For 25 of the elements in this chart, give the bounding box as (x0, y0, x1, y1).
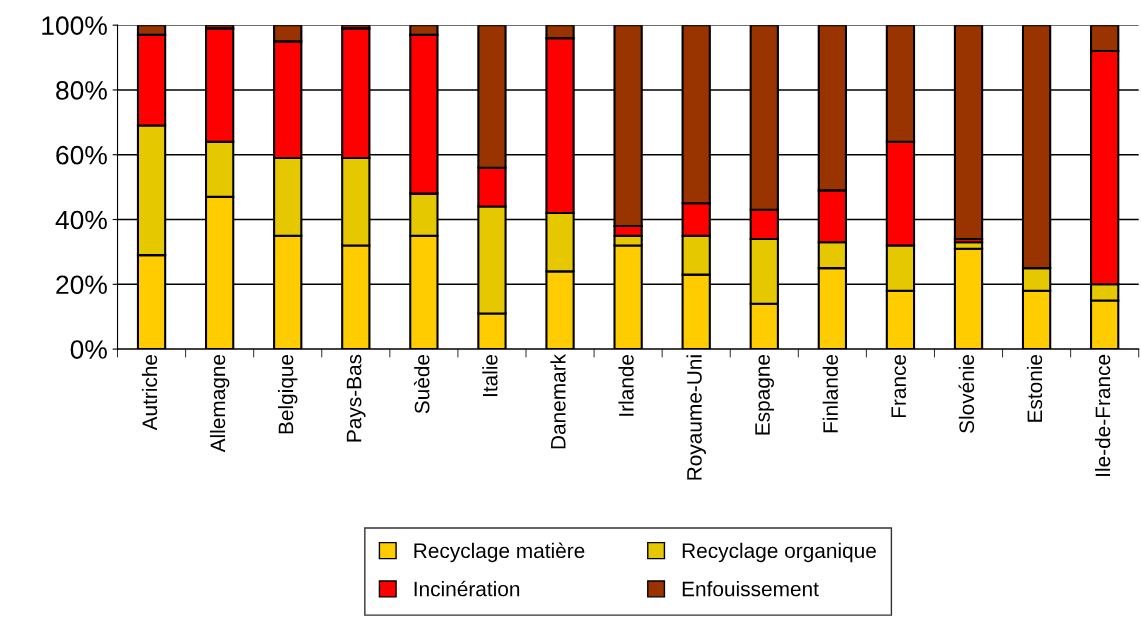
x-tick-label: Ile-de-France (1094, 354, 1111, 476)
x-tick-label: Estonie (1026, 354, 1043, 422)
x-tick-label: Danemark (550, 353, 566, 449)
x-tick-label: Royaume-Uni (686, 355, 706, 480)
y-tick-label: 100% (42, 16, 107, 35)
x-tick-label: Espagne (755, 354, 774, 435)
x-tick-label: France (891, 354, 907, 418)
legend-label: Incinération (414, 580, 520, 597)
x-tick-label: Belgique (278, 354, 298, 434)
legend-label: Recyclage organique (682, 542, 876, 563)
x-tick-label: Slovénie (958, 354, 975, 433)
y-tick-label: 20% (56, 275, 107, 295)
legend-label: Enfouissement (682, 581, 819, 597)
x-tick-label: Suède (413, 354, 430, 414)
x-tick-label: Autriche (141, 354, 158, 431)
x-tick-label: Italie (482, 354, 498, 397)
x-tick-label: Pays-Bas (346, 354, 366, 442)
legend-label: Recyclage matière (414, 542, 585, 563)
x-tick-label: Finlande (822, 354, 838, 433)
y-tick-label: 40% (55, 210, 107, 230)
x-tick-label: Allemagne (209, 354, 230, 453)
y-tick-label: 0% (70, 340, 107, 359)
y-tick-label: 80% (56, 81, 107, 100)
x-tick-label: Irlande (618, 354, 634, 416)
y-tick-label: 60% (56, 145, 107, 165)
